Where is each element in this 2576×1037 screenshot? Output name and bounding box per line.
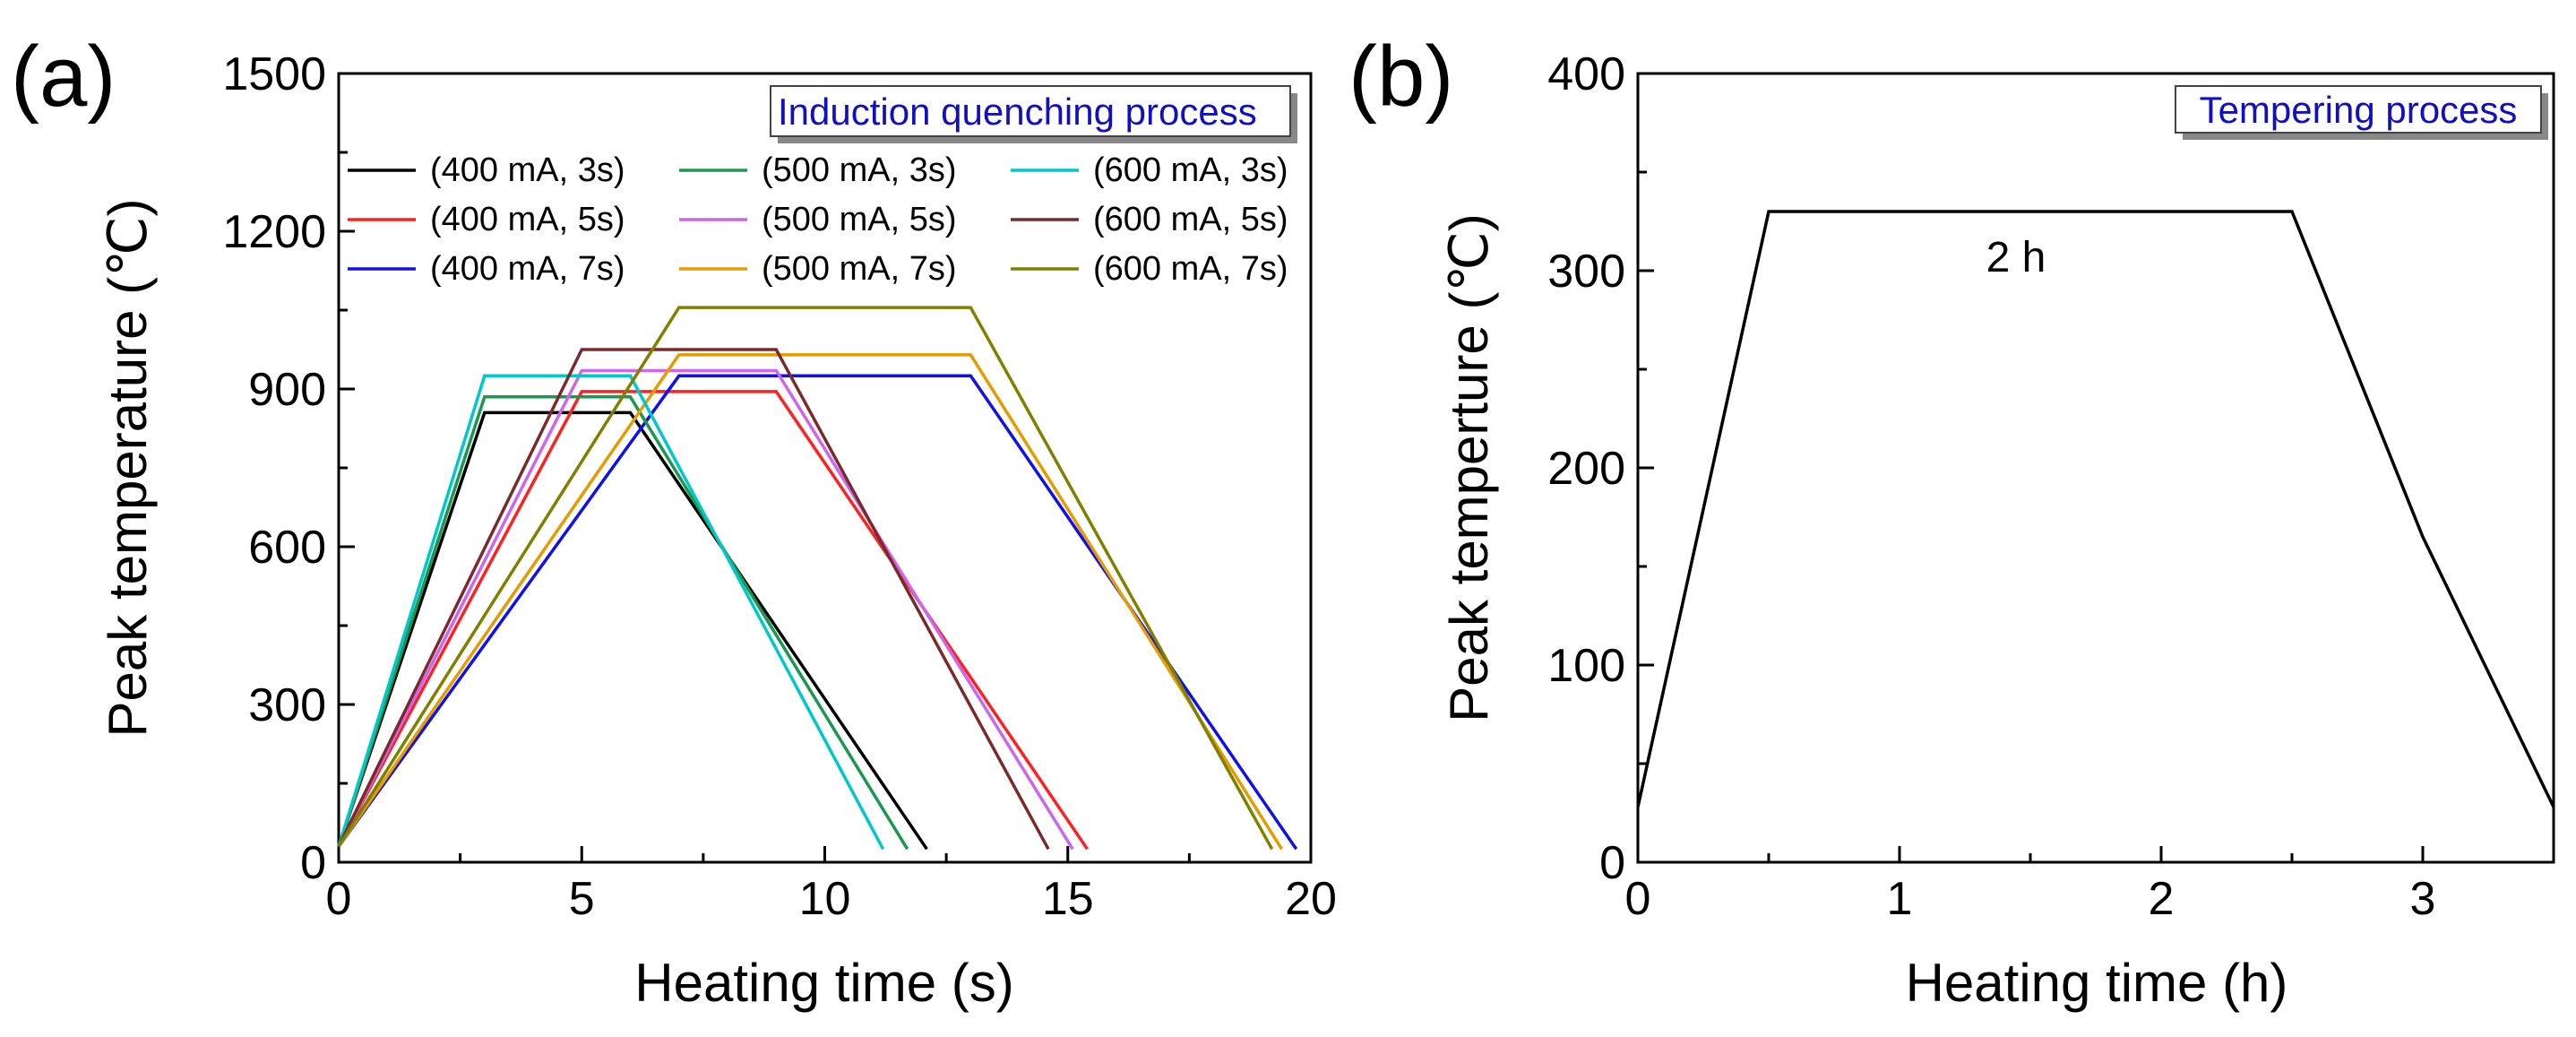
x-tick-label-a-0: 0 [326, 873, 352, 925]
y-tick-label-a-2: 600 [248, 522, 326, 574]
y-tick-label-b-4: 400 [1547, 48, 1625, 100]
annotation-box-b: Tempering process [2175, 85, 2548, 140]
y-tick-label-b-3: 300 [1547, 246, 1625, 298]
panel-b-label: (b) [1348, 29, 1453, 125]
series-line-a-4 [337, 368, 1074, 851]
series-group-a [337, 306, 1298, 851]
x-tick-label-a-3: 15 [1042, 873, 1094, 925]
annotation-box-a: Induction quenching process [770, 85, 1297, 143]
legend-label-1: (400 mA, 5s) [430, 201, 625, 238]
x-tick-label-b-3: 3 [2410, 873, 2436, 925]
annotation-box-a-frame [770, 85, 1291, 137]
legend-label-2: (400 mA, 7s) [430, 250, 625, 288]
y-tick-label-b-1: 100 [1547, 640, 1625, 692]
legend-label-5: (500 mA, 7s) [762, 250, 957, 288]
x-tick-label-a-4: 20 [1285, 873, 1337, 925]
series-line-a-2 [337, 374, 1298, 851]
x-tick-label-b-1: 1 [1887, 873, 1913, 925]
legend-label-6: (600 mA, 3s) [1093, 151, 1288, 189]
legend-label-0: (400 mA, 3s) [430, 151, 625, 189]
annotation-box-b-frame [2175, 85, 2542, 134]
x-tick-label-a-2: 10 [799, 873, 851, 925]
series-line-a-8 [337, 306, 1274, 851]
series-line-a-7 [337, 348, 1050, 851]
y-tick-label-b-0: 0 [1599, 837, 1625, 889]
legend-label-8: (600 mA, 7s) [1093, 250, 1288, 288]
annotation-box-a-text: Induction quenching process [778, 91, 1257, 133]
series-line-b-0 [1636, 210, 2555, 808]
panel-a: (a) 0 5 10 15 20 0 300 600 900 1200 1500 (400 mA, … [11, 29, 1337, 1013]
x-tick-label-a-1: 5 [569, 873, 595, 925]
y-axis-title-b: Peak temperture (℃) [1439, 213, 1499, 722]
y-tick-label-a-5: 1500 [222, 48, 326, 100]
annotation-box-b-text: Tempering process [2200, 89, 2518, 131]
series-line-a-5 [337, 353, 1283, 851]
legend-a: (400 mA, 3s) (400 mA, 5s) (400 mA, 7s) (500… [348, 151, 1288, 288]
axis-ticks-b: 0 1 2 3 0 100 200 300 400 [1547, 48, 2435, 925]
x-tick-label-b-2: 2 [2149, 873, 2175, 925]
duration-annotation-b: 2 h [1986, 234, 2046, 281]
series-line-a-3 [337, 395, 909, 851]
plot-frame-b [1636, 72, 2555, 864]
series-line-a-6 [337, 374, 885, 851]
y-tick-label-a-1: 300 [248, 679, 326, 731]
x-axis-title-b: Heating time (h) [1906, 953, 2288, 1013]
x-axis-title-a: Heating time (s) [634, 953, 1013, 1013]
y-tick-label-b-2: 200 [1547, 443, 1625, 495]
y-tick-label-a-3: 900 [248, 364, 326, 416]
legend-label-7: (600 mA, 5s) [1093, 201, 1288, 238]
y-tick-label-a-4: 1200 [222, 206, 326, 258]
y-axis-title-a: Peak temperature (℃) [98, 199, 158, 738]
plot-frame-a [337, 72, 1313, 864]
y-tick-label-a-0: 0 [300, 837, 326, 889]
series-line-a-0 [337, 410, 928, 851]
series-group-b [1636, 210, 2555, 808]
legend-label-4: (500 mA, 5s) [762, 201, 957, 238]
x-tick-label-b-0: 0 [1625, 873, 1651, 925]
axis-ticks-a: 0 5 10 15 20 0 300 600 900 1200 1500 [222, 48, 1337, 925]
panel-a-label: (a) [11, 29, 116, 125]
legend-label-3: (500 mA, 3s) [762, 151, 957, 189]
